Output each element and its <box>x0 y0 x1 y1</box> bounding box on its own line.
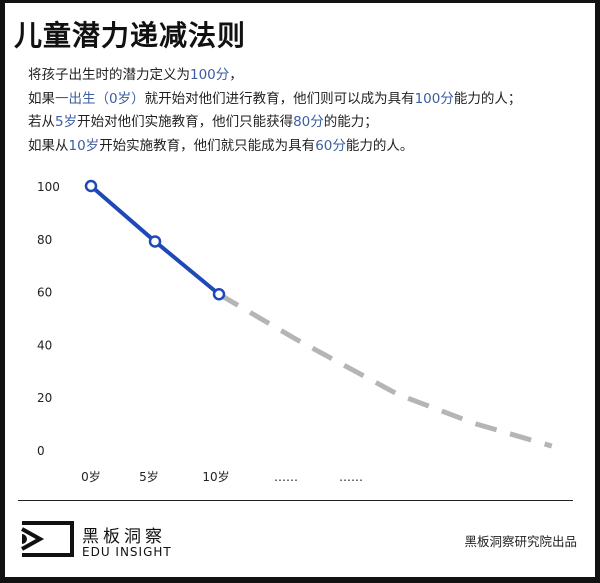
highlight-text: 5岁 <box>55 114 78 130</box>
intro-text-segment: 如果 <box>28 90 55 107</box>
trend-dashed-line <box>217 292 553 449</box>
intro-text-segment: 开始实施教育，他们就只能成为具有 <box>99 137 316 154</box>
y-tick-label: 80 <box>37 233 52 247</box>
intro-text-segment: 开始对他们实施教育，他们只能获得 <box>77 114 294 130</box>
data-point-marker <box>212 287 226 301</box>
highlight-text: 10岁 <box>68 137 100 154</box>
brand-name-en: EDU INSIGHT <box>82 545 172 559</box>
highlight-text: 80分 <box>293 114 324 130</box>
x-tick-label: 5岁 <box>139 469 159 484</box>
brand-name-cn: 黑板洞察 <box>82 527 166 547</box>
intro-line: 如果一出生（0岁）就开始对他们进行教育，他们则可以成为具有100分能力的人； <box>28 88 521 112</box>
highlight-text: 100分 <box>414 90 454 107</box>
highlight-text: 60分 <box>315 137 346 154</box>
intro-line: 若从5岁开始对他们实施教育，他们只能获得80分的能力； <box>28 111 521 135</box>
data-point-marker <box>148 235 162 248</box>
intro-text-segment: 就开始对他们进行教育，他们则可以成为具有 <box>144 90 415 107</box>
x-tick-label: …… <box>339 470 363 484</box>
y-tick-label: 20 <box>37 391 52 405</box>
intro-text-segment: ， <box>229 67 243 83</box>
intro-text-segment: 能力的人； <box>453 90 522 107</box>
x-tick-label: 10岁 <box>202 469 229 484</box>
page-title: 儿童潜力递减法则 <box>14 19 247 52</box>
x-tick-label: 0岁 <box>81 469 101 484</box>
divider <box>18 500 573 501</box>
highlight-text: 一出生（0岁） <box>55 90 145 107</box>
y-tick-label: 60 <box>37 286 52 300</box>
edu-insight-logo-icon <box>21 521 74 557</box>
infographic-panel <box>5 3 595 577</box>
x-tick-label: …… <box>274 470 298 484</box>
intro-text-segment: 的能力； <box>323 114 378 130</box>
intro-text-segment: 将孩子出生时的潜力定义为 <box>28 67 190 83</box>
intro-line: 如果从10岁开始实施教育，他们就只能成为具有60分能力的人。 <box>28 135 521 159</box>
intro-line: 将孩子出生时的潜力定义为100分， <box>28 64 521 88</box>
data-point-marker <box>84 179 98 193</box>
y-tick-label: 100 <box>37 180 60 194</box>
y-tick-label: 0 <box>37 444 45 458</box>
intro-text-segment: 能力的人。 <box>345 137 414 154</box>
chart: 100 80 60 40 20 0 0岁 5岁 10岁 …… …… <box>37 179 553 484</box>
highlight-text: 100分 <box>190 67 230 83</box>
intro-text-segment: 如果从 <box>28 137 69 154</box>
credit-text: 黑板洞察研究院出品 <box>464 534 577 549</box>
intro-text: 将孩子出生时的潜力定义为100分， 如果一出生（0岁）就开始对他们进行教育，他们则… <box>28 64 521 158</box>
y-tick-label: 40 <box>37 338 52 352</box>
intro-text-segment: 若从 <box>28 114 55 130</box>
